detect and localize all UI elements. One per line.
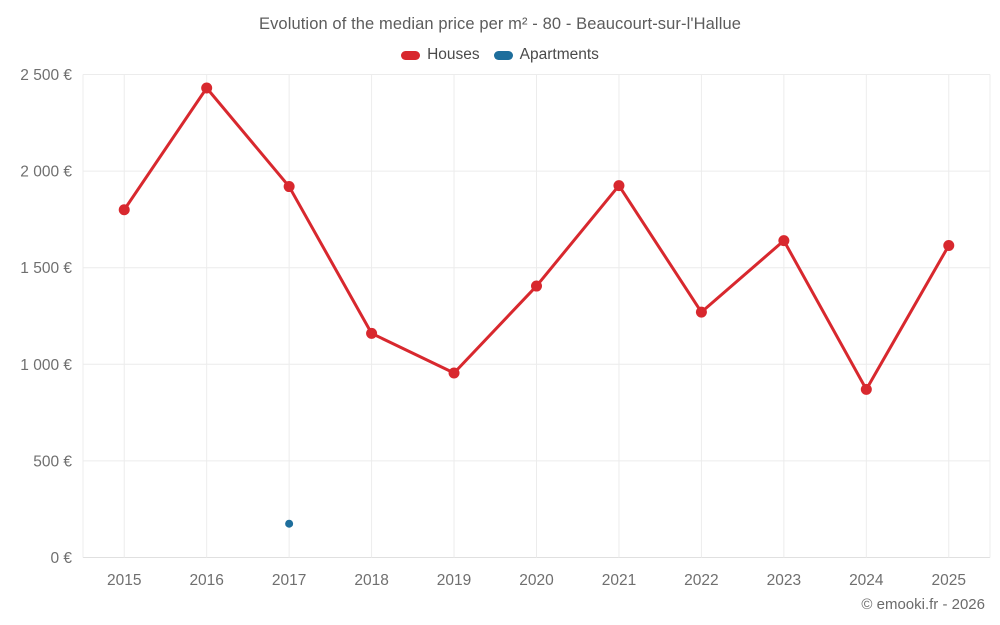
- houses-point-2017[interactable]: [283, 181, 295, 193]
- legend-label-apartments: Apartments: [519, 46, 599, 63]
- houses-point-2020[interactable]: [531, 280, 542, 292]
- houses-point-2018[interactable]: [366, 327, 378, 339]
- houses-point-2022[interactable]: [695, 306, 707, 318]
- houses-point-2024[interactable]: [860, 383, 872, 395]
- houses-point-2023[interactable]: [778, 235, 790, 247]
- x-tick-label: 2025: [932, 572, 966, 589]
- x-tick-label: 2021: [602, 572, 636, 589]
- x-tick-label: 2018: [354, 572, 388, 589]
- y-tick-label: 2 000 €: [20, 164, 72, 181]
- houses-point-2016[interactable]: [201, 82, 213, 94]
- x-tick-label: 2015: [107, 572, 141, 589]
- y-tick-label: 500 €: [33, 453, 72, 470]
- x-tick-label: 2023: [767, 572, 801, 589]
- x-tick-label: 2020: [519, 572, 554, 589]
- y-tick-label: 2 500 €: [20, 67, 72, 84]
- apartments-series-swatch-icon: [493, 50, 513, 60]
- chart-legend: Houses Apartments: [0, 46, 1000, 64]
- houses-point-2015[interactable]: [118, 204, 130, 216]
- y-tick-label: 0 €: [50, 550, 72, 567]
- y-tick-label: 1 500 €: [20, 260, 72, 277]
- legend-item-houses[interactable]: Houses: [401, 46, 480, 64]
- chart-footer-credit: © emooki.fr - 2026: [861, 596, 985, 613]
- x-tick-label: 2016: [189, 572, 223, 589]
- chart-title: Evolution of the median price per m² - 8…: [258, 15, 742, 33]
- houses-point-2019[interactable]: [448, 367, 460, 379]
- x-tick-label: 2019: [437, 572, 471, 589]
- x-tick-label: 2017: [272, 572, 306, 589]
- legend-label-houses: Houses: [427, 46, 480, 63]
- houses-point-2025[interactable]: [943, 239, 955, 251]
- x-tick-label: 2022: [684, 572, 718, 589]
- x-tick-label: 2024: [849, 572, 884, 589]
- y-tick-label: 1 000 €: [20, 357, 72, 374]
- houses-point-2021[interactable]: [613, 180, 625, 192]
- legend-item-apartments[interactable]: Apartments: [493, 46, 599, 64]
- apartments-point-2017[interactable]: [285, 519, 294, 528]
- houses-series-swatch-icon: [401, 50, 421, 60]
